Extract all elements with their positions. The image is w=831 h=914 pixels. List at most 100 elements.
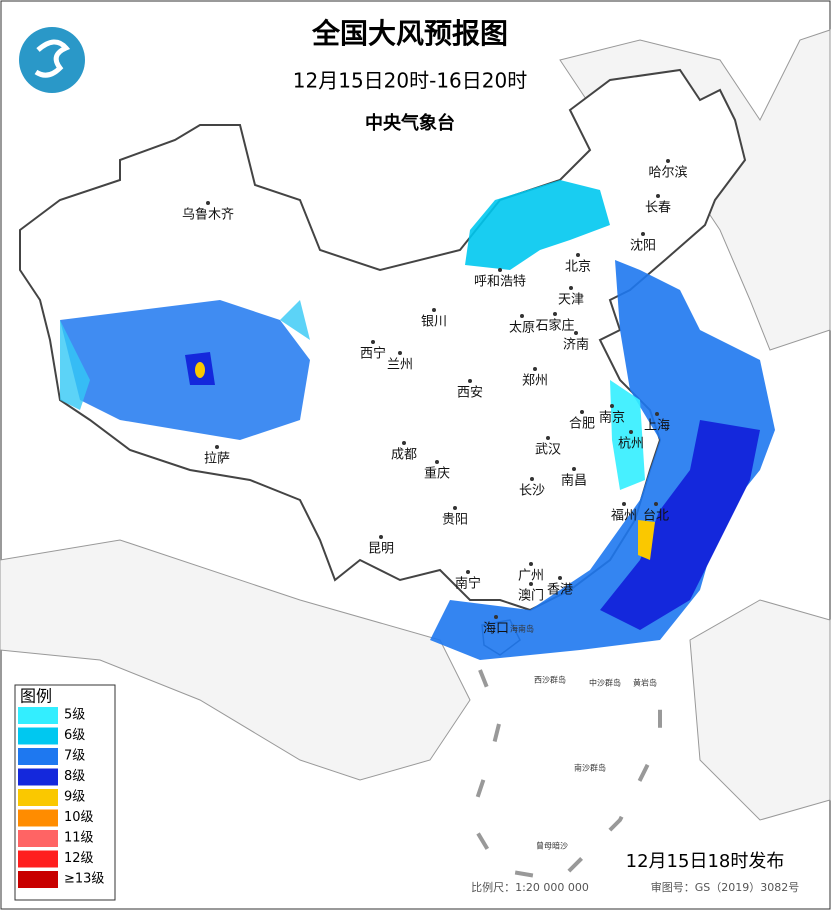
wind-7-tibet	[60, 300, 310, 440]
city-label: 香港	[547, 583, 573, 598]
logo-mark	[34, 39, 71, 78]
city-dot	[641, 232, 645, 236]
legend-label: 9级	[64, 790, 85, 805]
legend-swatch	[18, 809, 58, 827]
city-dot	[569, 286, 573, 290]
city-label: 广州	[518, 569, 544, 584]
issued-time: 12月15日18时发布	[626, 851, 785, 872]
city-label: 上海	[644, 419, 670, 434]
city-dot	[629, 430, 633, 434]
city-dot	[610, 404, 614, 408]
legend-swatch	[18, 768, 58, 786]
city-label: 济南	[563, 337, 589, 353]
city-label: 天津	[558, 293, 584, 308]
island-label: 中沙群岛	[589, 678, 621, 688]
island-label: 南沙群岛	[574, 763, 606, 773]
city-label: 呼和浩特	[474, 275, 526, 290]
city-dot	[654, 502, 658, 506]
island-label: 黄岩岛	[633, 678, 657, 688]
city-label: 长春	[645, 201, 671, 216]
legend-swatch	[18, 830, 58, 847]
city-label: 昆明	[368, 542, 394, 557]
legend-swatch	[18, 871, 58, 888]
city-dot	[520, 314, 524, 318]
city-dot	[206, 201, 210, 205]
city-label: 杭州	[618, 437, 644, 452]
wind-6	[465, 180, 610, 270]
city-label: 太原	[509, 321, 535, 336]
city-label: 澳门	[518, 588, 544, 604]
legend-title: 图例	[20, 687, 52, 706]
wind-9-spot	[195, 362, 205, 378]
city-label: 合肥	[569, 417, 595, 432]
city-label: 西安	[457, 386, 483, 401]
city-label: 北京	[565, 260, 591, 275]
city-dot	[574, 331, 578, 335]
legend-swatch	[18, 748, 58, 765]
city-label: 武汉	[535, 443, 561, 458]
city-dot	[435, 460, 439, 464]
city-dot	[468, 379, 472, 383]
city-label: 南京	[599, 410, 625, 426]
city-dot	[432, 308, 436, 312]
review-number: 审图号：GS（2019）3082号	[651, 880, 800, 894]
city-label: 西宁	[360, 346, 386, 362]
legend-swatch	[18, 789, 58, 806]
city-dot	[453, 506, 457, 510]
city-dot	[398, 351, 402, 355]
city-label: 长沙	[519, 484, 545, 499]
south-sea-line	[467, 669, 662, 883]
city-dot	[529, 562, 533, 566]
city-dot	[498, 268, 502, 272]
city-dot	[655, 412, 659, 416]
city-label: 南宁	[455, 576, 481, 592]
city-dot	[466, 570, 470, 574]
city-dot	[533, 367, 537, 371]
issuer: 中央气象台	[365, 112, 455, 134]
city-dot	[402, 441, 406, 445]
island-label: 曾母暗沙	[536, 841, 568, 851]
subtitle: 12月15日20时-16日20时	[293, 69, 527, 93]
city-label: 拉萨	[204, 452, 230, 467]
city-label: 福州	[611, 509, 637, 524]
city-dot	[529, 582, 533, 586]
city-dot	[558, 576, 562, 580]
city-label: 南昌	[561, 473, 587, 489]
wind-8-sea	[600, 420, 760, 630]
legend-swatch	[18, 727, 58, 745]
city-dot	[379, 535, 383, 539]
legend-label: 6级	[64, 728, 85, 743]
city-label: 郑州	[522, 374, 548, 389]
legend-label: 5级	[64, 708, 85, 723]
city-dot	[580, 410, 584, 414]
city-label: 银川	[421, 315, 447, 330]
city-dot	[572, 467, 576, 471]
city-label: 贵阳	[442, 513, 468, 528]
title: 全国大风预报图	[311, 17, 508, 50]
legend-label: 7级	[64, 749, 85, 764]
wind-6-coast	[610, 380, 645, 490]
legend-label: 12级	[64, 851, 94, 866]
logo	[19, 27, 85, 93]
city-dot	[371, 340, 375, 344]
island-label: 西沙群岛	[534, 675, 566, 685]
legend-swatch	[18, 707, 58, 724]
city-dot	[622, 502, 626, 506]
city-label: 重庆	[424, 466, 450, 482]
city-dot	[553, 312, 557, 316]
city-label: 乌鲁木齐	[182, 207, 234, 223]
legend-label: 10级	[64, 810, 94, 825]
island-label: 海南岛	[510, 624, 534, 634]
city-label: 沈阳	[630, 239, 656, 254]
legend-swatch	[18, 850, 58, 868]
city-dot	[215, 445, 219, 449]
city-dot	[546, 436, 550, 440]
legend-label: ≥13级	[64, 872, 104, 887]
legend-label: 8级	[64, 769, 85, 784]
city-label: 海口	[483, 622, 509, 637]
legend-label: 11级	[64, 831, 94, 846]
city-dot	[666, 159, 670, 163]
city-dot	[576, 253, 580, 257]
